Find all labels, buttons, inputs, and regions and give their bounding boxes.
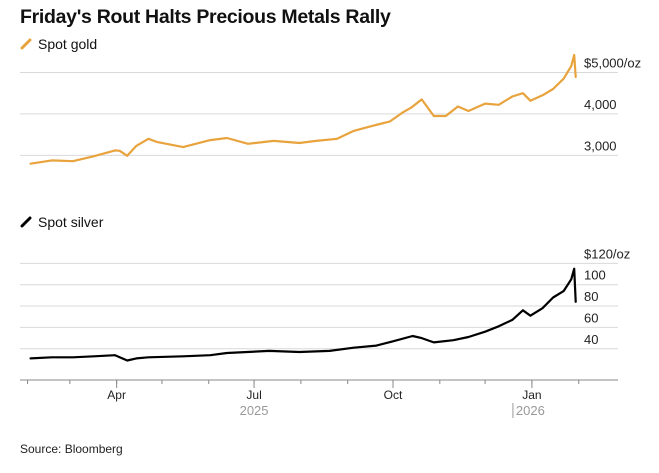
silver-series-line bbox=[29, 267, 577, 362]
silver-y-tick-label: 60 bbox=[584, 310, 598, 325]
gold-y-tick-label: 4,000 bbox=[584, 97, 617, 112]
silver-y-tick-label: 40 bbox=[584, 332, 598, 347]
legend-silver: Spot silver bbox=[20, 214, 103, 230]
gold-series-line bbox=[29, 53, 577, 165]
year-label-2026: 2026 bbox=[516, 403, 545, 418]
charts-canvas: 3,000 4,000 $5,000/oz 40 60 80 100 $120/oz Apr Ju… bbox=[20, 53, 641, 418]
year-label-2025: 2025 bbox=[240, 403, 269, 418]
x-tick-label: Oct bbox=[384, 388, 403, 402]
chart-title: Friday's Rout Halts Precious Metals Rall… bbox=[20, 6, 391, 28]
source-note: Source: Bloomberg bbox=[20, 442, 123, 456]
gold-y-tick-label: $5,000/oz bbox=[584, 55, 641, 70]
silver-line-icon bbox=[20, 216, 32, 228]
x-tick-label: Apr bbox=[107, 388, 126, 402]
gold-line-icon bbox=[20, 38, 32, 50]
legend-gold-label: Spot gold bbox=[38, 36, 98, 52]
silver-y-tick-label: $120/oz bbox=[584, 246, 630, 261]
legend-silver-label: Spot silver bbox=[38, 214, 104, 230]
x-tick-label: Jul bbox=[246, 388, 261, 402]
x-tick-label: Jan bbox=[522, 388, 541, 402]
gold-y-tick-label: 3,000 bbox=[584, 138, 617, 153]
silver-y-tick-label: 80 bbox=[584, 289, 598, 304]
silver-y-tick-label: 100 bbox=[584, 268, 606, 283]
legend-gold: Spot gold bbox=[20, 36, 97, 52]
